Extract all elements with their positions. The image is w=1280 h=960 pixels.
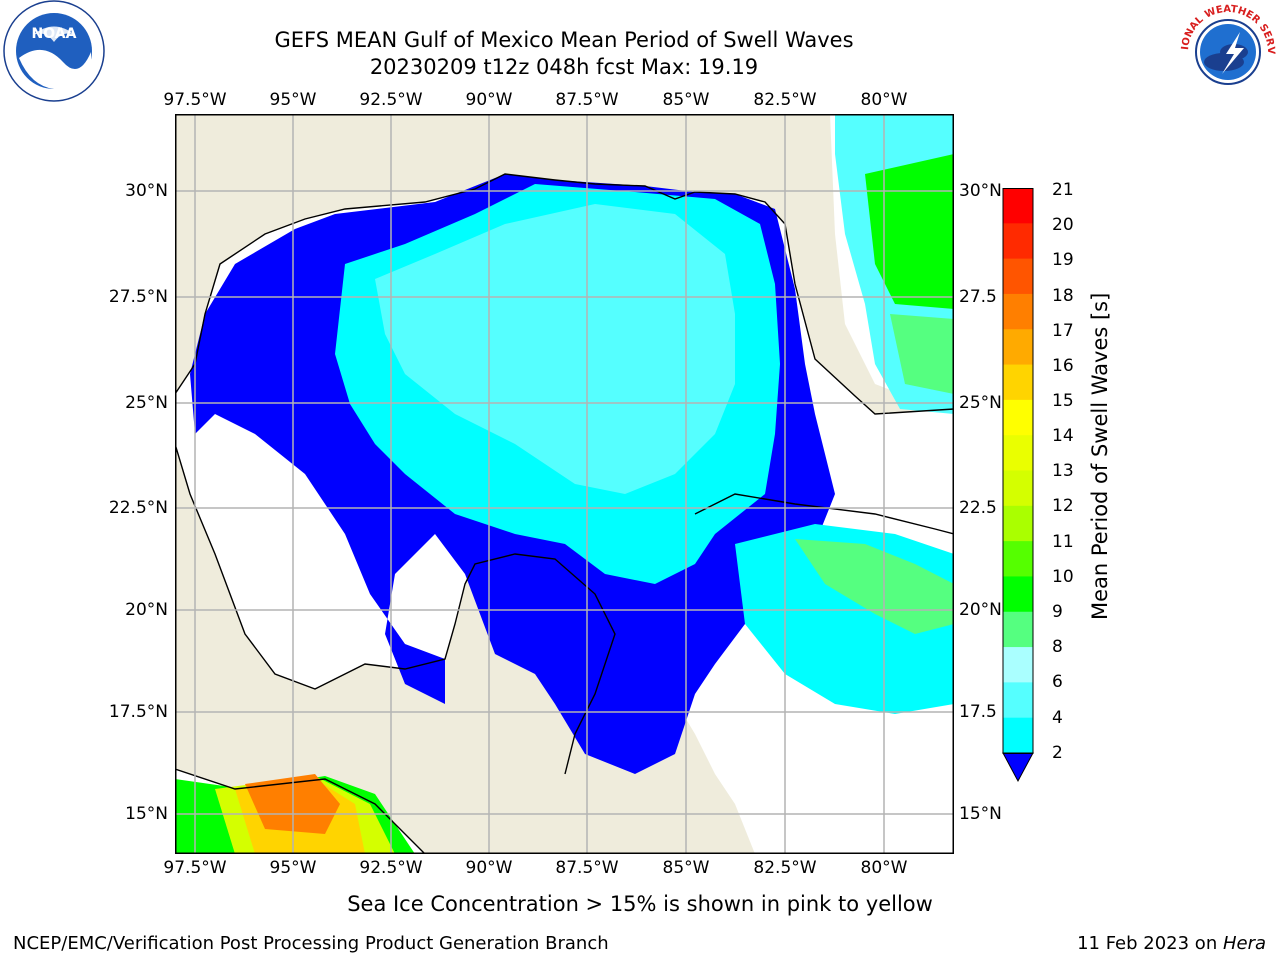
lon-label-top: 92.5°W	[359, 90, 423, 110]
lon-label-bottom: 87.5°W	[555, 858, 619, 878]
colorbar-tick: 15	[1052, 391, 1074, 411]
colorbar-band	[1003, 576, 1033, 613]
lat-label-left: 20°N	[125, 600, 168, 620]
lon-label-bottom: 90°W	[465, 858, 513, 878]
noaa-logo: NOAA	[3, 0, 105, 102]
lat-label-right: 20°N	[959, 600, 1002, 620]
lon-label-bottom: 97.5°W	[163, 858, 227, 878]
svg-text:NOAA: NOAA	[32, 26, 77, 42]
lat-label-left: 15°N	[125, 804, 168, 824]
date-stamp: 11 Feb 2023 on Hera	[1077, 933, 1266, 955]
colorbar-band	[1003, 399, 1033, 436]
lat-label-right: 27.5	[959, 287, 997, 307]
colorbar-tick: 12	[1052, 496, 1074, 516]
colorbar-tick: 21	[1052, 180, 1074, 200]
colorbar-band	[1003, 435, 1033, 471]
colorbar-tick: 9	[1052, 602, 1063, 622]
lat-label-right: 15°N	[959, 804, 1002, 824]
host-name: Hera	[1222, 933, 1266, 954]
colorbar-band	[1003, 293, 1033, 330]
colorbar-band	[1003, 470, 1033, 507]
lat-label-left: 30°N	[125, 181, 168, 201]
sea-ice-note: Sea Ice Concentration > 15% is shown in …	[347, 892, 933, 916]
colorbar-band	[1003, 505, 1033, 542]
lat-label-right: 30°N	[959, 181, 1002, 201]
colorbar-tick: 2	[1052, 743, 1063, 763]
colorbar-band	[1003, 223, 1033, 260]
lon-label-top: 80°W	[860, 90, 908, 110]
colorbar-tick: 20	[1052, 215, 1074, 235]
colorbar-band	[1003, 541, 1033, 577]
lon-label-bottom: 82.5°W	[753, 858, 817, 878]
lat-label-left: 17.5°N	[108, 702, 168, 722]
lat-label-right: 22.5	[959, 498, 997, 518]
colorbar-band	[1003, 329, 1033, 366]
colorbar-under-extension	[1002, 752, 1034, 783]
graticule	[175, 114, 954, 854]
lon-label-top: 97.5°W	[163, 90, 227, 110]
map-plot	[174, 114, 955, 855]
credit-text: NCEP/EMC/Verification Post Processing Pr…	[13, 933, 609, 954]
colorbar-tick: 18	[1052, 286, 1074, 306]
colorbar-tick: 14	[1052, 426, 1074, 446]
lon-label-bottom: 80°W	[860, 858, 908, 878]
colorbar-tick: 16	[1052, 356, 1074, 376]
swell-6-8s	[375, 204, 735, 494]
colorbar-band	[1003, 717, 1033, 754]
map-frame	[175, 114, 954, 854]
lat-label-left: 27.5°N	[108, 287, 168, 307]
colorbar-frame	[1002, 188, 1034, 754]
lat-label-right: 17.5	[959, 702, 997, 722]
lon-label-bottom: 92.5°W	[359, 858, 423, 878]
lat-label-right: 25°N	[959, 393, 1002, 413]
colorbar-label: Mean Period of Swell Waves [s]	[1088, 292, 1112, 620]
lat-label-left: 25°N	[125, 393, 168, 413]
chart-title: GEFS MEAN Gulf of Mexico Mean Period of …	[274, 28, 854, 52]
chart-subtitle: 20230209 t12z 048h fcst Max: 19.19	[369, 55, 759, 79]
colorbar-tick: 6	[1052, 672, 1063, 692]
coastline	[174, 173, 955, 855]
colorbar-band	[1003, 682, 1033, 719]
swell-atlantic-9-10	[890, 314, 954, 394]
swell-atlantic-10-11	[865, 154, 954, 309]
lat-label-left: 22.5°N	[108, 498, 168, 518]
date-text: 11 Feb 2023 on	[1077, 933, 1223, 954]
lon-label-bottom: 95°W	[269, 858, 317, 878]
colorbar-band	[1003, 647, 1033, 683]
lon-label-top: 90°W	[465, 90, 513, 110]
lon-label-top: 87.5°W	[555, 90, 619, 110]
colorbar-band	[1003, 188, 1033, 224]
colorbar-tick: 17	[1052, 321, 1074, 341]
lon-label-top: 82.5°W	[753, 90, 817, 110]
colorbar-tick: 8	[1052, 637, 1063, 657]
lon-label-top: 95°W	[269, 90, 317, 110]
colorbar-band	[1003, 364, 1033, 401]
colorbar-tick: 13	[1052, 461, 1074, 481]
lon-label-top: 85°W	[662, 90, 710, 110]
colorbar-band	[1003, 258, 1033, 295]
colorbar-band	[1003, 611, 1033, 648]
lon-label-bottom: 85°W	[662, 858, 710, 878]
colorbar-tick: 11	[1052, 532, 1074, 552]
colorbar-tick: 10	[1052, 567, 1074, 587]
colorbar-tick: 4	[1052, 708, 1063, 728]
nws-logo: NATIONAL WEATHER SERVICE	[1174, 0, 1278, 102]
colorbar-tick: 19	[1052, 250, 1074, 270]
colorbar	[1002, 188, 1036, 783]
